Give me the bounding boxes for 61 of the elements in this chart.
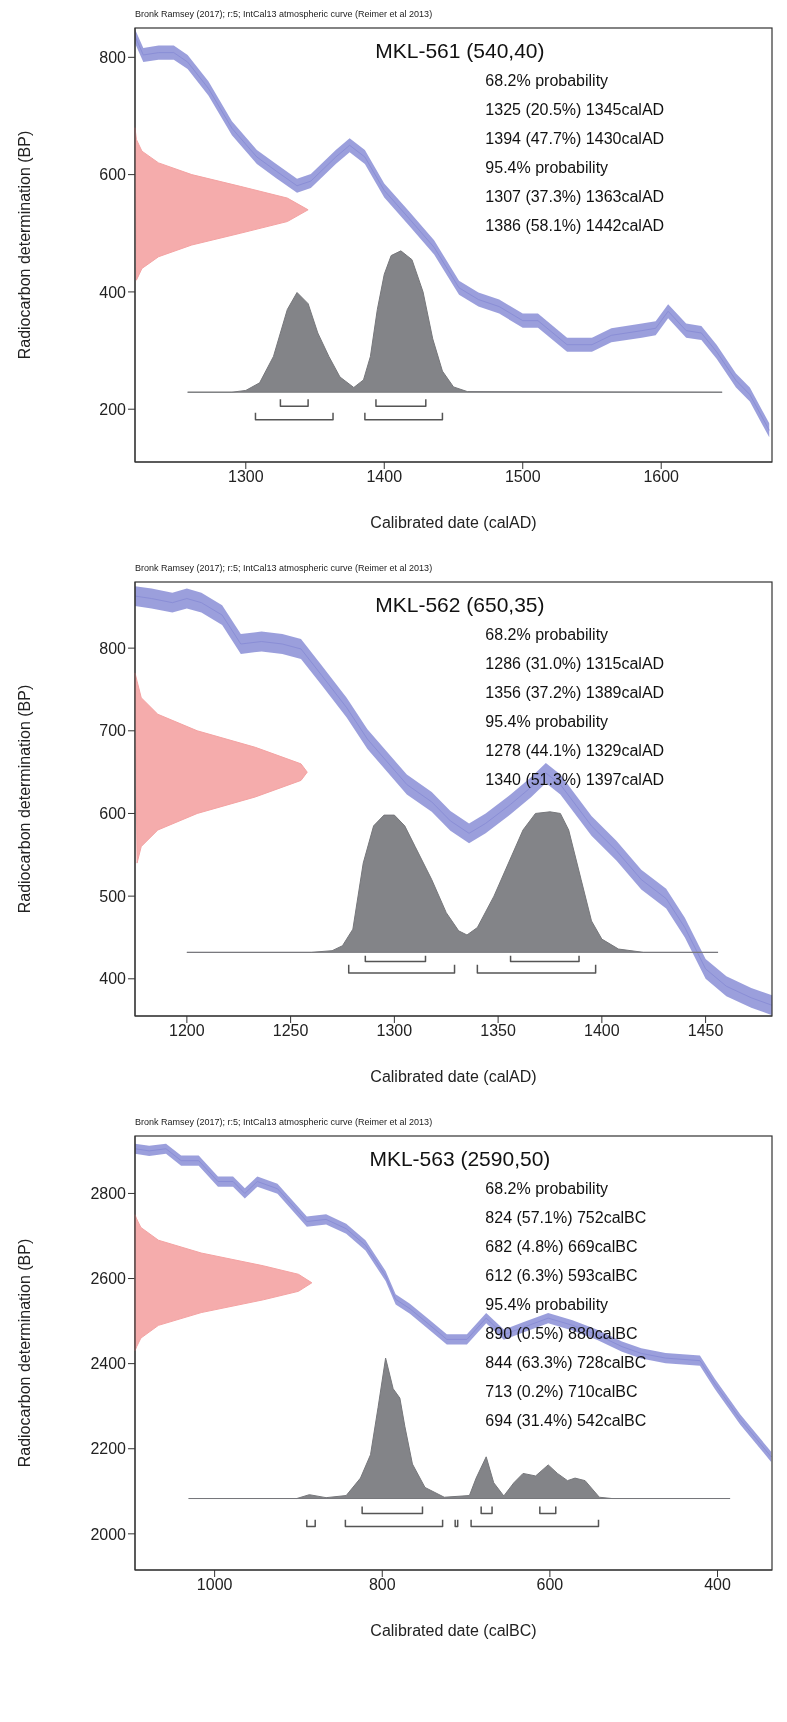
x-tick-label: 1350 [480,1022,517,1040]
x-tick-label: 1400 [584,1022,620,1040]
x-tick-label: 1600 [643,468,680,486]
annotation: 713 (0.2%) 710calBC [485,1383,638,1400]
x-tick-label: 1000 [196,1576,233,1594]
y-axis-title: Radiocarbon determination (BP) [16,1238,34,1468]
y-axis-title: Radiocarbon determination (BP) [16,130,34,360]
annotation: 612 (6.3%) 593calBC [485,1267,638,1284]
annotation: 95.4% probability [485,713,609,730]
y-axis-title: Radiocarbon determination (BP) [16,684,34,914]
annotation: 890 (0.5%) 880calBC [485,1325,638,1342]
x-tick-label: 1200 [169,1022,205,1040]
text: MKL-561 (540,40) [375,39,545,62]
annotation: 68.2% probability [485,72,609,89]
annotation: 1278 (44.1%) 1329calAD [485,742,665,759]
x-tick-label: 400 [704,1576,731,1594]
annotation: 694 (31.4%) 542calBC [485,1412,647,1429]
y-tick-label: 200 [99,400,127,418]
annotation: 1307 (37.3%) 1363calAD [485,188,665,205]
x-axis-title: Calibrated date (calAD) [370,514,537,531]
x-tick-label: 1250 [272,1022,309,1040]
annotation: 1286 (31.0%) 1315calAD [485,655,665,672]
annotation: 1340 (51.3%) 1397calAD [485,771,665,788]
chart-subtitle: Bronk Ramsey (2017); r:5; IntCal13 atmospheric curve (Reimer et al 2013) [135,562,434,574]
annotation: 844 (63.3%) 728calBC [485,1354,647,1371]
annotation: 1356 (37.2%) 1389calAD [485,684,665,701]
annotation: 95.4% probability [485,1296,609,1313]
text: MKL-563 (2590,50) [369,1147,551,1170]
x-axis-title: Calibrated date (calBC) [370,1622,537,1639]
y-tick-label: 800 [99,49,127,66]
annotation: 682 (4.8%) 669calBC [485,1238,638,1255]
y-tick-label: 2200 [90,1440,127,1458]
y-tick-label: 500 [99,887,127,905]
y-tick-label: 2400 [90,1355,127,1373]
x-tick-label: 1300 [227,468,264,486]
y-tick-label: 400 [99,970,127,988]
y-tick-label: 700 [99,722,127,740]
annotation: 1386 (58.1%) 1442calAD [485,217,665,234]
annotation: 1394 (47.7%) 1430calAD [485,130,665,147]
x-tick-label: 800 [368,1576,396,1594]
x-tick-label: 1400 [366,468,403,486]
x-tick-label: 600 [536,1576,564,1594]
annotation: 68.2% probability [485,1180,609,1197]
y-tick-label: 600 [99,166,127,184]
x-tick-label: 1450 [687,1022,724,1040]
annotation: 1325 (20.5%) 1345calAD [485,101,665,118]
y-tick-label: 2800 [90,1185,127,1203]
x-tick-label: 1500 [504,468,541,486]
x-axis-title: Calibrated date (calAD) [370,1068,537,1085]
y-tick-label: 2000 [90,1525,127,1543]
annotation: 68.2% probability [485,626,609,643]
text: MKL-562 (650,35) [375,593,545,616]
y-tick-label: 2600 [90,1270,127,1288]
chart-subtitle: Bronk Ramsey (2017); r:5; IntCal13 atmospheric curve (Reimer et al 2013) [135,8,434,20]
x-tick-label: 1300 [376,1022,413,1040]
y-tick-label: 400 [99,283,127,301]
y-tick-label: 800 [99,639,127,657]
y-tick-label: 600 [99,805,127,823]
annotation: 824 (57.1%) 752calBC [485,1209,647,1226]
annotation: 95.4% probability [485,159,609,176]
chart-subtitle: Bronk Ramsey (2017); r:5; IntCal13 atmospheric curve (Reimer et al 2013) [135,1116,434,1128]
